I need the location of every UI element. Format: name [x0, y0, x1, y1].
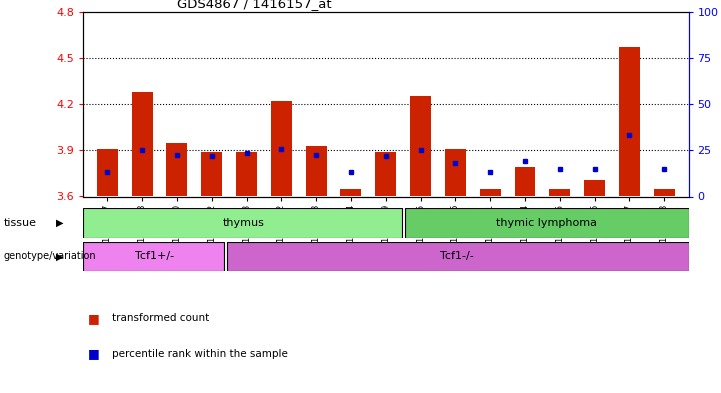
Bar	[410, 96, 431, 196]
Text: thymic lymphoma: thymic lymphoma	[495, 218, 596, 228]
Bar	[654, 189, 675, 196]
Bar	[404, 208, 689, 238]
Text: ■: ■	[88, 347, 99, 360]
Bar	[271, 101, 292, 196]
Bar	[445, 149, 466, 196]
Text: ▶: ▶	[56, 218, 63, 228]
Text: percentile rank within the sample: percentile rank within the sample	[112, 349, 288, 359]
Text: ▶: ▶	[56, 252, 63, 261]
Bar	[584, 180, 605, 196]
Bar	[376, 152, 396, 196]
Text: ■: ■	[88, 312, 99, 325]
Bar	[306, 146, 327, 196]
Text: tissue: tissue	[4, 218, 37, 228]
Bar	[201, 152, 222, 196]
Bar	[132, 92, 153, 196]
Bar	[479, 189, 500, 196]
Text: thymus: thymus	[222, 218, 264, 228]
Bar	[619, 47, 640, 196]
Bar	[97, 149, 118, 196]
Bar	[340, 189, 361, 196]
Text: GDS4867 / 1416157_at: GDS4867 / 1416157_at	[177, 0, 331, 10]
Bar	[549, 189, 570, 196]
Text: Tcf1+/-: Tcf1+/-	[135, 252, 174, 261]
Text: Tcf1-/-: Tcf1-/-	[440, 252, 474, 261]
Bar	[83, 208, 402, 238]
Bar	[83, 242, 224, 271]
Bar	[167, 143, 187, 196]
Bar	[226, 242, 689, 271]
Bar	[236, 152, 257, 196]
Text: transformed count: transformed count	[112, 313, 209, 323]
Text: genotype/variation: genotype/variation	[4, 252, 96, 261]
Bar	[515, 167, 536, 196]
